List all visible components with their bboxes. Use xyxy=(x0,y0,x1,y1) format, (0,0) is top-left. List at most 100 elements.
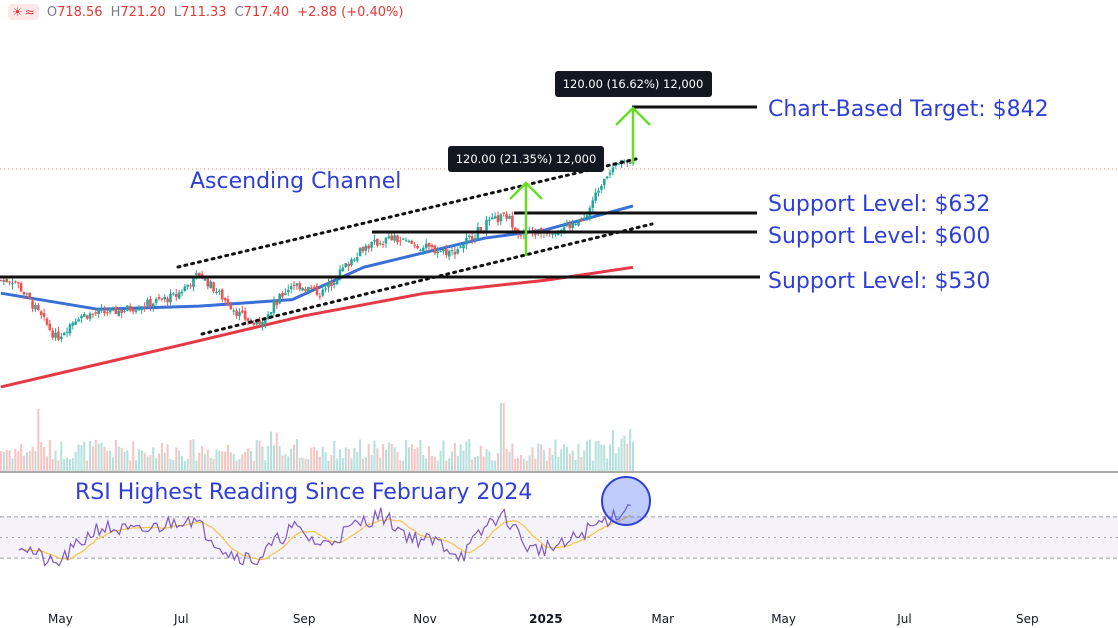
volume-bar xyxy=(568,453,571,471)
candle-body xyxy=(453,251,457,255)
volume-bar xyxy=(606,458,609,471)
volume-bar xyxy=(407,447,410,471)
candle-body xyxy=(304,288,307,291)
candle-body xyxy=(54,332,57,338)
target-label: Chart-Based Target: $842 xyxy=(768,97,1049,122)
candle-body xyxy=(350,259,353,266)
candle-body xyxy=(600,185,603,190)
candle-body xyxy=(298,283,302,290)
volume-bar xyxy=(344,447,347,471)
volume-bar xyxy=(361,458,364,471)
candle-body xyxy=(315,285,319,295)
volume-bar xyxy=(442,440,445,471)
candle-body xyxy=(209,281,213,289)
volume-bar xyxy=(117,446,120,471)
volume-bar xyxy=(422,454,425,471)
volume-bar xyxy=(224,451,227,471)
volume-bar xyxy=(491,460,494,471)
candle-body xyxy=(324,288,327,290)
low-value: 711.33 xyxy=(181,4,227,20)
candle-body xyxy=(602,178,606,186)
volume-bar xyxy=(235,460,238,471)
volume-bar xyxy=(574,459,577,471)
candle-body xyxy=(614,164,618,166)
volume-bar xyxy=(496,453,499,471)
candle-body xyxy=(335,279,339,285)
volume-bar xyxy=(272,445,275,471)
volume-bar xyxy=(304,458,307,471)
support-label-600: Support Level: $600 xyxy=(768,224,990,249)
candle-body xyxy=(574,224,577,226)
volume-bar xyxy=(405,440,408,471)
candle-body xyxy=(467,235,471,237)
volume-bar xyxy=(155,458,158,471)
candle-body xyxy=(19,283,23,292)
candle-body xyxy=(71,322,75,326)
candle-body xyxy=(387,236,391,239)
volume-bar xyxy=(465,441,468,471)
support-label-530: Support Level: $530 xyxy=(768,269,990,294)
candle-body xyxy=(292,284,296,286)
candle-body xyxy=(269,312,273,315)
candle-body xyxy=(370,241,373,248)
candle-body xyxy=(307,287,310,293)
indicator-icons[interactable]: ☀ ≈ xyxy=(8,4,39,20)
measure-label-2: 120.00 (16.62%) 12,000 xyxy=(555,71,712,97)
wave-icon[interactable]: ≈ xyxy=(24,5,35,19)
volume-bar xyxy=(103,446,106,471)
volume-bar xyxy=(318,456,321,471)
candle-body xyxy=(353,259,356,261)
volume-bar xyxy=(626,443,629,471)
candle-body xyxy=(123,310,126,312)
candle-body xyxy=(11,283,14,285)
volume-bar xyxy=(166,444,169,471)
candle-body xyxy=(384,237,388,244)
candle-body xyxy=(258,320,261,325)
volume-bar xyxy=(433,456,436,471)
volume-bar xyxy=(494,460,497,471)
candle-body xyxy=(160,298,164,300)
volume-bar xyxy=(425,458,428,471)
volume-bar xyxy=(350,458,353,471)
volume-bar xyxy=(353,447,356,471)
candle-body xyxy=(284,293,287,296)
volume-bar xyxy=(2,451,5,471)
candle-body xyxy=(511,215,514,228)
candle-body xyxy=(327,282,330,288)
candle-body xyxy=(146,299,149,306)
candle-body xyxy=(149,298,152,307)
candle-body xyxy=(31,300,34,309)
volume-bar xyxy=(508,451,511,471)
x-tick-label: Sep xyxy=(1016,612,1039,626)
volume-bar xyxy=(34,451,37,471)
candle-body xyxy=(62,332,66,336)
volume-bar xyxy=(186,458,189,471)
volume-bar xyxy=(554,439,557,471)
change-value: +2.88 (+0.40%) xyxy=(297,4,404,20)
candle-body xyxy=(499,214,503,222)
x-tick-label: 2025 xyxy=(529,612,562,626)
volume-bar xyxy=(413,449,416,471)
volume-bar xyxy=(563,444,566,471)
measure-arrow-2 xyxy=(615,106,651,164)
volume-bar xyxy=(175,447,178,471)
weather-icon[interactable]: ☀ xyxy=(12,5,23,19)
candle-body xyxy=(74,321,77,325)
candle-body xyxy=(261,321,264,327)
volume-bar xyxy=(31,446,34,471)
volume-bar xyxy=(206,449,209,471)
candle-body xyxy=(241,310,244,313)
volume-bar xyxy=(482,456,485,471)
candle-body xyxy=(60,336,63,339)
candle-body xyxy=(186,284,190,287)
x-axis: May Jul Sep Nov 2025 Mar May Jul Sep xyxy=(48,612,1039,626)
volume-bar xyxy=(356,452,359,471)
candle-body xyxy=(232,310,235,312)
volume-bar xyxy=(172,459,175,471)
volume-bar xyxy=(43,446,46,471)
volume-bar xyxy=(238,459,241,471)
candle-body xyxy=(496,215,500,223)
candle-body xyxy=(456,249,460,254)
candle-body xyxy=(108,308,112,313)
